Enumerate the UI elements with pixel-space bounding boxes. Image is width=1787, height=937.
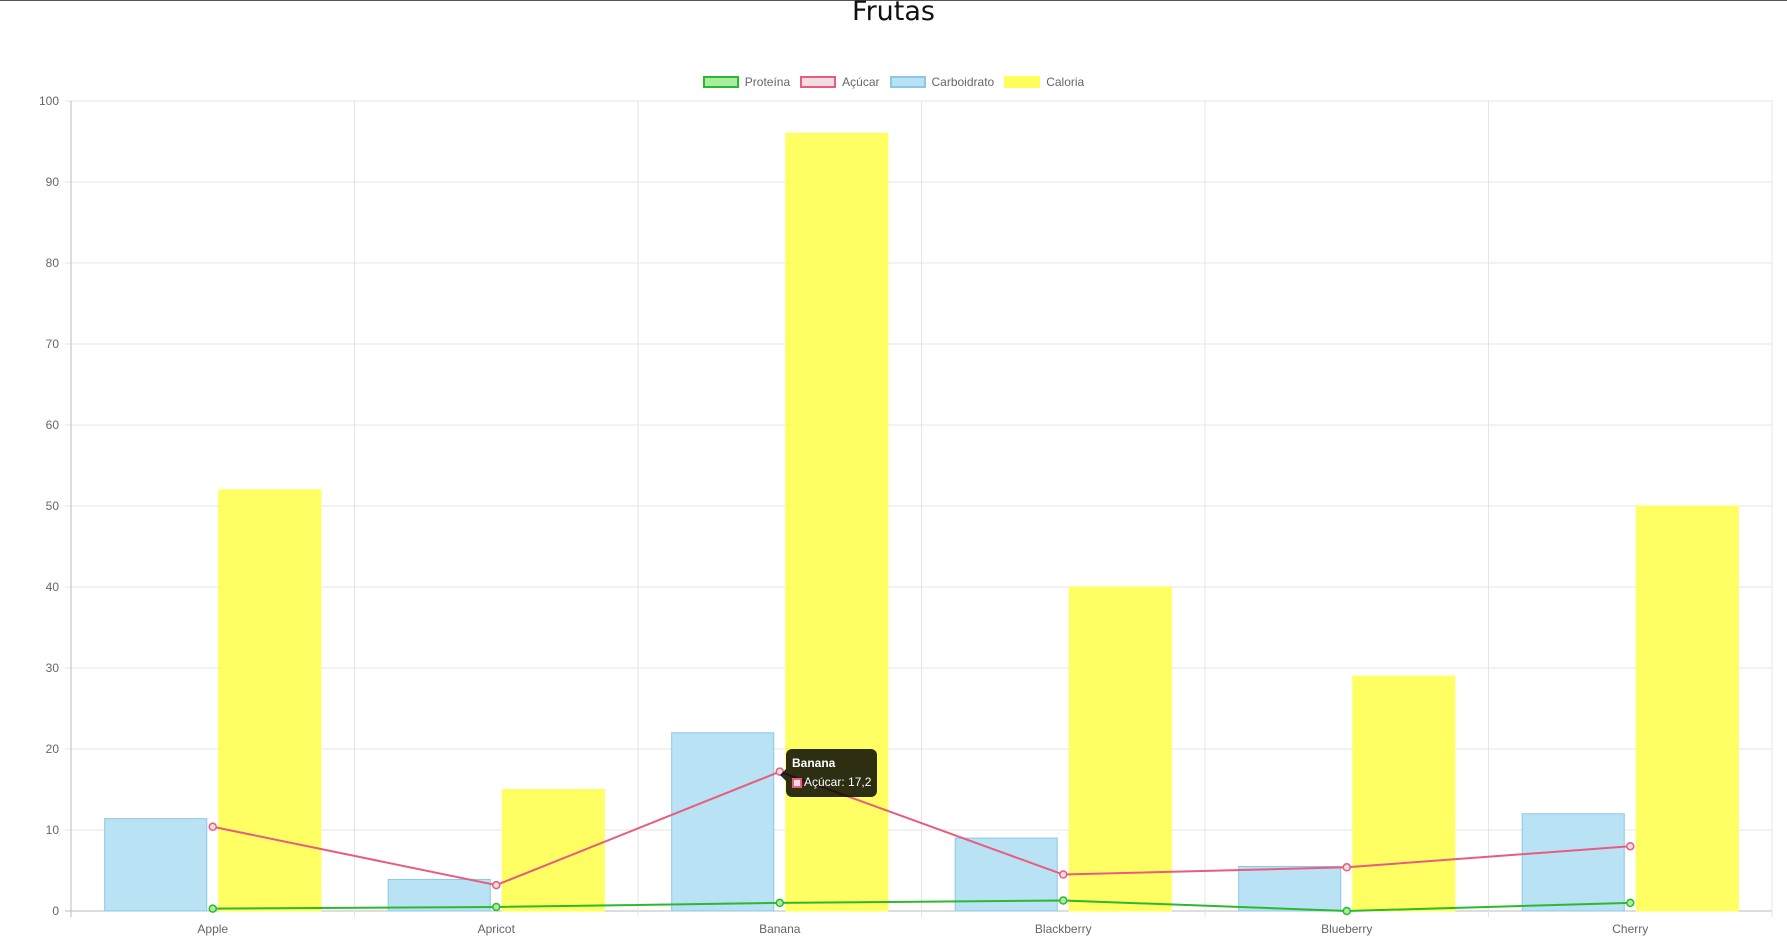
bar-caloria [1068,586,1172,912]
top-border [0,0,1787,1]
legend-item[interactable]: Carboidrato [889,75,995,89]
legend-swatch [702,76,739,88]
point-açúcar [492,880,501,890]
y-tick-label: 10 [46,823,60,837]
bar-carboidrato [1521,813,1625,912]
point-proteína [492,902,501,912]
y-tick-label: 80 [46,256,60,270]
bar-carboidrato [387,878,491,912]
bar-caloria [218,489,322,912]
point-açúcar [1626,841,1635,851]
y-tick-label: 40 [46,580,60,594]
bar-carboidrato [1238,865,1342,912]
legend-item[interactable]: Proteína [702,75,791,89]
legend-label: Açúcar [842,75,880,89]
point-açúcar [208,822,217,832]
legend-swatch [800,76,837,88]
tooltip-swatch [792,777,802,788]
tooltip-title: Banana [792,756,836,770]
y-tick-label: 60 [46,418,60,432]
tooltip-text: Açúcar: 17,2 [804,775,872,789]
bar-carboidrato [671,732,775,912]
x-tick-label: Blueberry [1321,922,1372,936]
tooltip: Banana Açúcar: 17,2 [779,749,878,797]
line-açúcar [212,770,1631,887]
bar-caloria [1352,675,1456,912]
legend-swatch [889,76,926,88]
y-tick-label: 20 [46,742,60,756]
y-tick-label: 0 [52,904,59,918]
legend-item[interactable]: Caloria [1004,75,1084,89]
legend: Proteína Açúcar Carboidrato Caloria [0,75,1787,89]
x-tick-label: Apricot [478,922,516,936]
point-proteína [1626,898,1635,908]
x-tick-label: Banana [759,922,801,936]
legend-label: Caloria [1046,75,1085,89]
point-proteína [1342,906,1351,916]
bar-caloria [1635,505,1739,912]
legend-label: Proteína [744,75,791,89]
x-tick-label: Blackberry [1035,922,1092,936]
line-proteína [212,899,1631,913]
legend-item[interactable]: Açúcar [800,75,880,89]
chart-title: Frutas [852,0,935,27]
legend-label: Carboidrato [931,75,995,89]
bar-carboidrato [104,818,208,912]
x-tick-label: Cherry [1612,922,1648,936]
bar-carboidrato [954,837,1058,912]
point-proteína [1059,896,1068,905]
y-tick-label: 50 [46,499,60,513]
point-proteína [208,904,217,913]
legend-swatch [1004,76,1041,88]
y-tick-label: 30 [46,661,60,675]
y-tick-label: 90 [46,175,60,189]
point-açúcar [1342,863,1351,872]
point-proteína [775,898,784,908]
y-tick-label: 70 [46,337,60,351]
x-tick-label: Apple [197,922,228,936]
y-tick-label: 100 [39,94,59,108]
point-açúcar [1059,870,1068,879]
bar-caloria [501,789,605,912]
